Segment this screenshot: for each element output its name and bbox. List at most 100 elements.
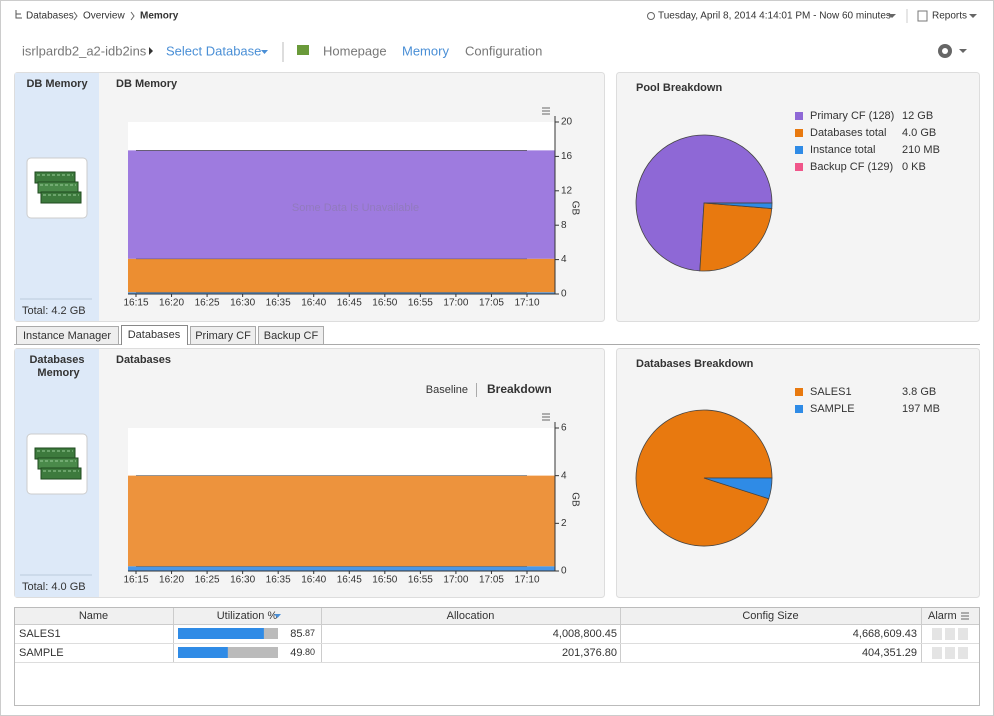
legend-label: Instance total bbox=[810, 144, 875, 156]
nav-link[interactable]: Memory bbox=[402, 43, 449, 58]
chart-title: Databases bbox=[116, 354, 171, 366]
y-tick-label: 2 bbox=[561, 518, 567, 529]
column-header[interactable]: Alarm bbox=[928, 610, 957, 622]
column-header[interactable]: Utilization % bbox=[217, 610, 278, 622]
x-tick-label: 16:50 bbox=[372, 575, 397, 586]
dropdown-arrow[interactable] bbox=[959, 49, 967, 53]
select-database[interactable]: Select Database bbox=[166, 43, 261, 58]
x-tick-label: 16:55 bbox=[408, 575, 433, 586]
toggle-option[interactable]: Baseline bbox=[426, 384, 468, 396]
x-tick-label: 16:20 bbox=[159, 298, 184, 309]
time-range[interactable]: Tuesday, April 8, 2014 4:14:01 PM - Now … bbox=[658, 11, 891, 22]
y-tick-label: 20 bbox=[561, 117, 573, 128]
tab[interactable] bbox=[190, 326, 256, 345]
dropdown-arrow[interactable] bbox=[888, 14, 896, 18]
cell-config-size: 4,668,609.43 bbox=[853, 628, 917, 640]
tab-label[interactable]: Primary CF bbox=[195, 330, 251, 342]
x-tick-label: 17:00 bbox=[443, 575, 468, 586]
x-tick-label: 16:30 bbox=[230, 575, 255, 586]
y-axis-label: GB bbox=[569, 201, 580, 216]
total: Total: 4.0 GB bbox=[22, 581, 86, 593]
dropdown-arrow[interactable] bbox=[969, 14, 977, 18]
nav-link[interactable]: Configuration bbox=[465, 43, 542, 58]
reports[interactable]: Reports bbox=[932, 11, 967, 22]
x-tick-label: 16:25 bbox=[195, 575, 220, 586]
chart-menu[interactable] bbox=[542, 413, 550, 421]
tab-label[interactable]: Databases bbox=[128, 329, 181, 341]
clock-icon bbox=[647, 12, 655, 20]
x-tick-label: 16:35 bbox=[266, 575, 291, 586]
x-tick-label: 16:40 bbox=[301, 575, 326, 586]
annotation: Some Data Is Unavailable bbox=[292, 202, 419, 214]
memory-icon bbox=[26, 433, 88, 495]
arrow bbox=[149, 47, 153, 55]
breadcrumb[interactable]: Databases bbox=[26, 11, 74, 22]
cell-utilization: 49.80 bbox=[290, 647, 315, 659]
y-axis-label: GB bbox=[569, 492, 580, 507]
legend-label: Backup CF (129) bbox=[810, 161, 893, 173]
area-fill bbox=[128, 258, 555, 293]
tab-label[interactable]: Backup CF bbox=[264, 330, 319, 342]
x-tick-label: 17:05 bbox=[479, 298, 504, 309]
x-tick-label: 16:20 bbox=[159, 575, 184, 586]
tab[interactable] bbox=[258, 326, 324, 345]
column-header[interactable]: Name bbox=[79, 610, 108, 622]
legend-value: 210 MB bbox=[902, 144, 940, 156]
utilization-bar bbox=[178, 628, 264, 639]
legend-label: Primary CF (128) bbox=[810, 110, 894, 122]
legend-value: 197 MB bbox=[902, 403, 940, 415]
legend-label: Databases total bbox=[810, 127, 886, 139]
cell-utilization: 85.87 bbox=[290, 628, 315, 640]
legend-swatch bbox=[795, 405, 803, 413]
x-tick-label: 16:45 bbox=[337, 298, 362, 309]
home-icon bbox=[297, 45, 309, 55]
separator bbox=[73, 11, 78, 21]
utilization-track bbox=[178, 647, 278, 658]
nav-link[interactable]: Homepage bbox=[323, 43, 387, 58]
legend-swatch bbox=[795, 129, 803, 137]
toggle-option-active[interactable]: Breakdown bbox=[487, 382, 552, 396]
y-tick-label: 6 bbox=[561, 423, 567, 434]
dropdown-arrow[interactable] bbox=[261, 50, 268, 54]
chart-title: DB Memory bbox=[116, 78, 178, 90]
legend-value: 4.0 GB bbox=[902, 127, 936, 139]
legend-swatch bbox=[795, 146, 803, 154]
x-tick-label: 16:35 bbox=[266, 298, 291, 309]
legend-value: 12 GB bbox=[902, 110, 933, 122]
chart-title: Databases Breakdown bbox=[636, 358, 754, 370]
pie-slice bbox=[703, 477, 773, 500]
db-icon bbox=[15, 10, 22, 19]
table-header bbox=[15, 608, 979, 624]
column-header[interactable]: Allocation bbox=[447, 610, 495, 622]
x-tick-label: 16:15 bbox=[123, 298, 148, 309]
sort-arrow[interactable] bbox=[274, 614, 281, 618]
cell-allocation: 201,376.80 bbox=[562, 647, 617, 659]
x-tick-label: 17:00 bbox=[443, 298, 468, 309]
legend-label: SALES1 bbox=[810, 386, 852, 398]
x-tick-label: 17:10 bbox=[514, 575, 539, 586]
area-fill bbox=[128, 566, 555, 571]
alarm-box bbox=[932, 647, 942, 659]
area-fill bbox=[128, 475, 555, 567]
tab[interactable] bbox=[16, 326, 119, 345]
instance-name: isrlpardb2_a2-idb2ins bbox=[22, 43, 147, 58]
side-title: DB Memory bbox=[26, 78, 88, 90]
legend-label: SAMPLE bbox=[810, 403, 855, 415]
breadcrumb-current: Memory bbox=[140, 11, 179, 22]
x-tick-label: 16:45 bbox=[337, 575, 362, 586]
breadcrumb[interactable]: Overview bbox=[83, 11, 125, 22]
column-header[interactable]: Config Size bbox=[742, 610, 798, 622]
x-tick-label: 16:25 bbox=[195, 298, 220, 309]
cell-name: SAMPLE bbox=[19, 647, 64, 659]
chart-title: Pool Breakdown bbox=[636, 82, 722, 94]
legend-swatch bbox=[795, 388, 803, 396]
tab-label[interactable]: Instance Manager bbox=[23, 330, 111, 342]
cell-allocation: 4,008,800.45 bbox=[553, 628, 617, 640]
chart-menu[interactable] bbox=[542, 107, 550, 115]
y-tick-label: 0 bbox=[561, 566, 567, 577]
column-menu[interactable] bbox=[961, 612, 969, 620]
cell-name: SALES1 bbox=[19, 628, 61, 640]
settings-hole bbox=[942, 48, 948, 54]
